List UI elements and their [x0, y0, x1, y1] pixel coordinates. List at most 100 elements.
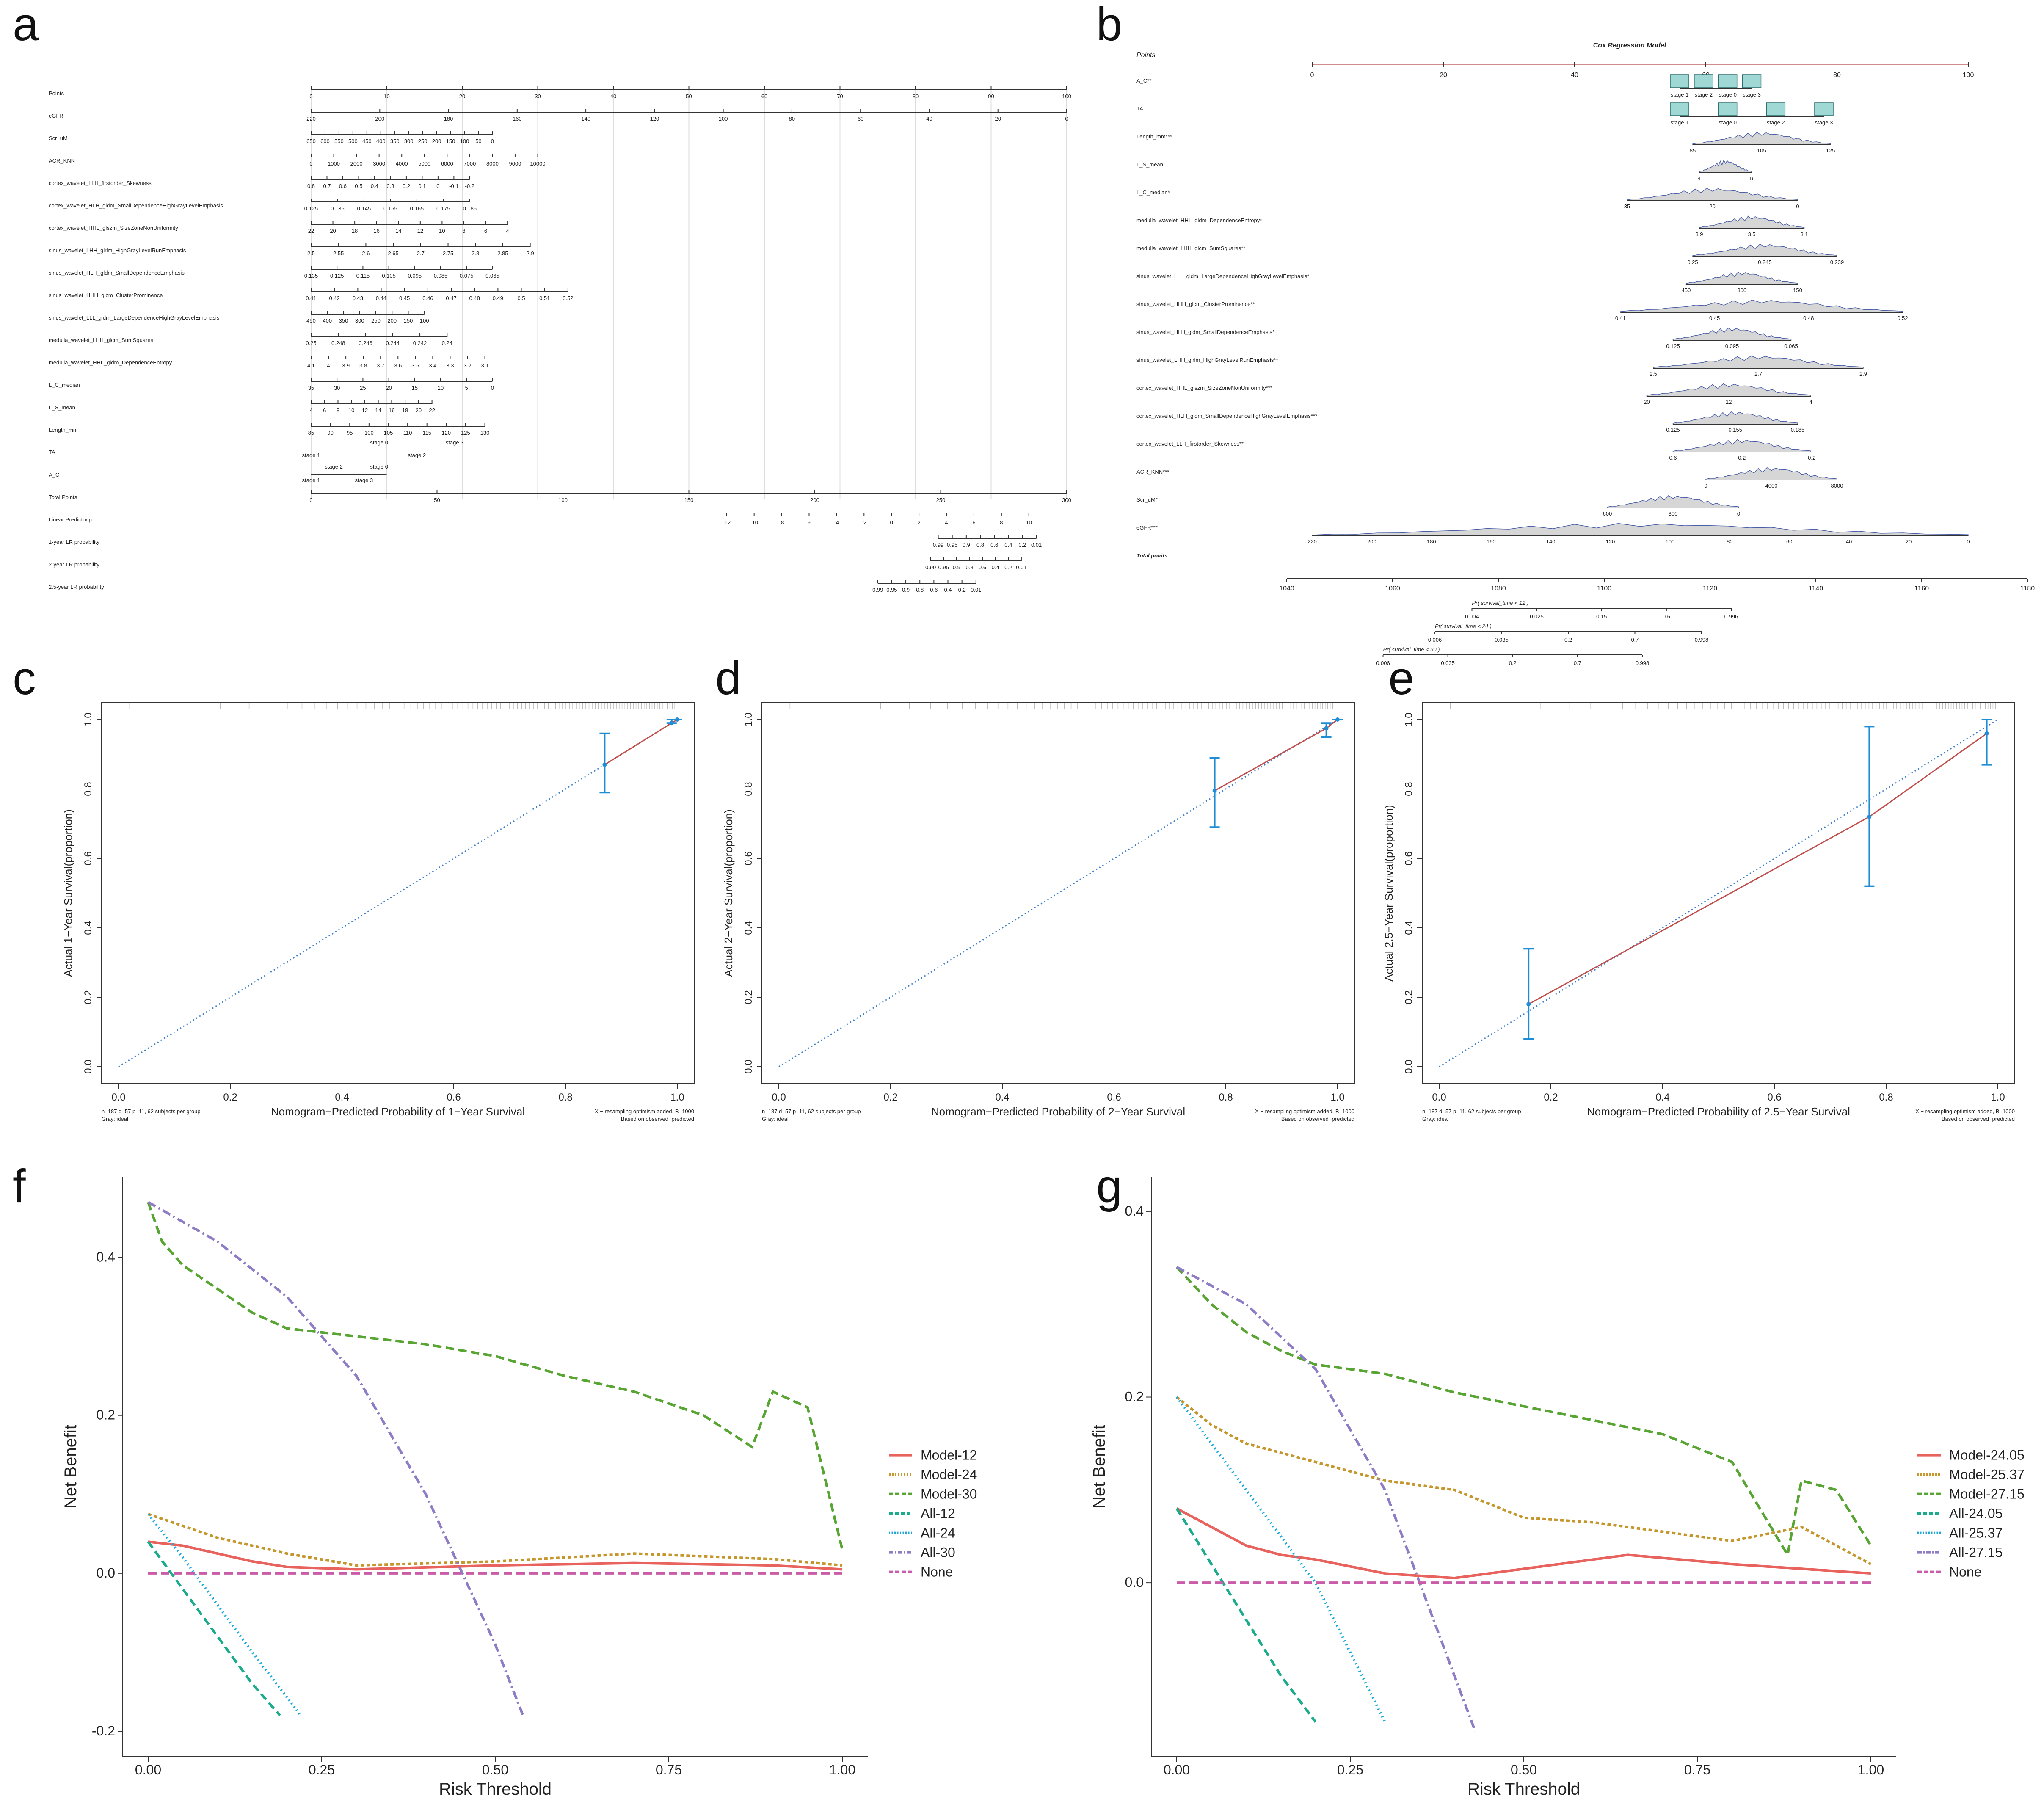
row-3-tick-label: 1000	[328, 160, 340, 167]
prob-row-1-tick-label: 0.01	[1016, 564, 1026, 571]
total-points-tick-label: 100	[558, 497, 568, 503]
y-axis-label: Actual 2.5−Year Survival(proportion)	[1382, 805, 1395, 981]
plot-frame	[1422, 702, 2015, 1084]
row-15-tick-label: 125	[461, 430, 470, 436]
row-3-label: ACR_KNN	[49, 157, 75, 164]
cox-row-tick: 0.245	[1758, 259, 1772, 265]
cox-row-tick: 3.5	[1748, 231, 1755, 237]
x-tick-label: 0.00	[135, 1762, 161, 1777]
row-6-tick-label: 16	[373, 228, 379, 234]
row-2-tick-label: 200	[432, 138, 441, 144]
apparent-line	[1214, 719, 1338, 792]
x-tick-label: 0.6	[447, 1092, 461, 1103]
legend-label: Model-27.15	[1949, 1487, 2025, 1502]
x-axis-label: Risk Threshold	[439, 1780, 552, 1799]
cox-row-label: eGFR***	[1136, 524, 1158, 531]
y-tick-label: 0.0	[97, 1565, 115, 1581]
x-tick-label: 0.75	[1684, 1762, 1710, 1777]
y-tick-label: 0.8	[1403, 782, 1415, 796]
surv-tick-label: 0.15	[1596, 613, 1607, 620]
row-4-label: cortex_wavelet_LLH_firstorder_Skewness	[49, 180, 152, 186]
row-2-tick-label: 50	[475, 138, 481, 144]
legend-label: All-24.05	[1949, 1506, 2003, 1521]
row-5-tick-label: 0.145	[357, 205, 371, 212]
panel-letter-b: b	[1096, 0, 1122, 50]
row-14-tick-label: 12	[362, 407, 368, 414]
row-9-tick-label: 0.43	[353, 295, 363, 301]
y-axis-label: Net Benefit	[61, 1425, 80, 1509]
row-1-tick-label: 220	[306, 116, 316, 122]
row-15-tick-label: 110	[403, 430, 412, 436]
x-tick-label: 1.0	[670, 1092, 684, 1103]
row-12-tick-label: 3.3	[446, 362, 454, 369]
row-11-tick-label: 0.25	[306, 340, 316, 346]
y-tick-label: 0.4	[743, 921, 754, 935]
data-point	[1984, 731, 1989, 736]
x-tick-label: 0.0	[1432, 1092, 1446, 1103]
cox-row-tick: stage 0	[1719, 91, 1737, 98]
row-12-tick-label: 3.6	[394, 362, 402, 369]
surv-label: Pr( survival_time < 12 )	[1472, 600, 1529, 606]
series-line-model-25-37	[1176, 1396, 1872, 1565]
x-tick-label: 0.4	[335, 1092, 349, 1103]
series-line-model-24-05	[1176, 1507, 1871, 1580]
data-point	[1335, 717, 1340, 722]
row-13-tick-label: 0	[491, 385, 494, 391]
row-7-tick-label: 2.55	[333, 250, 344, 257]
cox-row-tick: 140	[1546, 538, 1556, 545]
panel-letter-e: e	[1388, 652, 1414, 704]
cox-row-tick: 60	[1786, 538, 1792, 545]
surv-label: Pr( survival_time < 24 )	[1435, 623, 1492, 629]
note-left: n=187 d=57 p=11, 62 subjects per group	[762, 1108, 861, 1115]
total-tick-label: 1120	[1703, 585, 1718, 592]
row-8-tick-label: 0.105	[382, 273, 396, 279]
row-15-tick-label: 115	[422, 430, 431, 436]
cox-density	[1672, 411, 1798, 425]
legend-label: All-12	[921, 1506, 955, 1521]
cox-row-tick: 0.095	[1725, 343, 1739, 349]
row-11-tick-label: 0.242	[413, 340, 427, 346]
cox-row-tick: stage 3	[1815, 119, 1833, 126]
y-tick-label: 0.2	[97, 1407, 115, 1423]
cox-row-tick: 120	[1606, 538, 1615, 545]
row-1-tick-label: 140	[581, 116, 590, 122]
ac-item: stage 3	[355, 477, 373, 483]
cox-row-tick: 0.125	[1666, 343, 1680, 349]
x-tick-label: 0.6	[1107, 1092, 1121, 1103]
row-8-tick-label: 0.065	[485, 273, 499, 279]
cox-row-label: sinus_wavelet_LLL_gldm_LargeDependenceHi…	[1136, 273, 1309, 279]
cox-row-label: ACR_KNN***	[1136, 469, 1169, 475]
row-0-tick-label: 40	[610, 93, 616, 99]
row-7-tick-label: 2.6	[362, 250, 370, 257]
total-points-tick-label: 300	[1062, 497, 1071, 503]
cox-box	[1766, 102, 1786, 116]
row-2-tick-label: 350	[390, 138, 400, 144]
y-tick-label: 0.4	[1403, 921, 1415, 935]
row-8-tick-label: 0.085	[434, 273, 448, 279]
y-tick-label: 0.0	[1125, 1575, 1144, 1590]
linear-predictor-tick-label: 10	[1026, 519, 1032, 526]
cox-row-tick: 150	[1793, 287, 1802, 293]
x-tick-label: 1.0	[1991, 1092, 2005, 1103]
ideal-line	[118, 719, 678, 1068]
row-8-tick-label: 0.125	[330, 273, 344, 279]
x-axis-label: Nomogram−Predicted Probability of 1−Year…	[271, 1105, 525, 1118]
row-1-tick-label: 200	[375, 116, 384, 122]
cox-row-tick: stage 2	[1767, 119, 1785, 126]
row-10-tick-label: 350	[339, 317, 348, 324]
row-6-tick-label: 14	[395, 228, 401, 234]
y-tick-label: 0.4	[1125, 1203, 1144, 1219]
row-8-tick-label: 0.095	[408, 273, 422, 279]
prob-row-0-tick-label: 0.99	[933, 542, 943, 548]
row-12-tick-label: 4	[327, 362, 330, 369]
linear-predictor-tick-label: -10	[750, 519, 758, 526]
surv-tick-label: 0.6	[1663, 613, 1670, 620]
row-0-tick-label: 90	[988, 93, 994, 99]
cox-row-label: L_S_mean	[1136, 161, 1163, 168]
row-5-tick-label: 0.125	[304, 205, 318, 212]
x-tick-label: 0.00	[1164, 1762, 1190, 1777]
cox-row-tick: stage 0	[1719, 119, 1737, 126]
row-13-tick-label: 30	[334, 385, 340, 391]
surv-tick-label: 0.035	[1441, 660, 1455, 666]
note-right: X − resampling optimism added, B=1000	[595, 1108, 694, 1115]
